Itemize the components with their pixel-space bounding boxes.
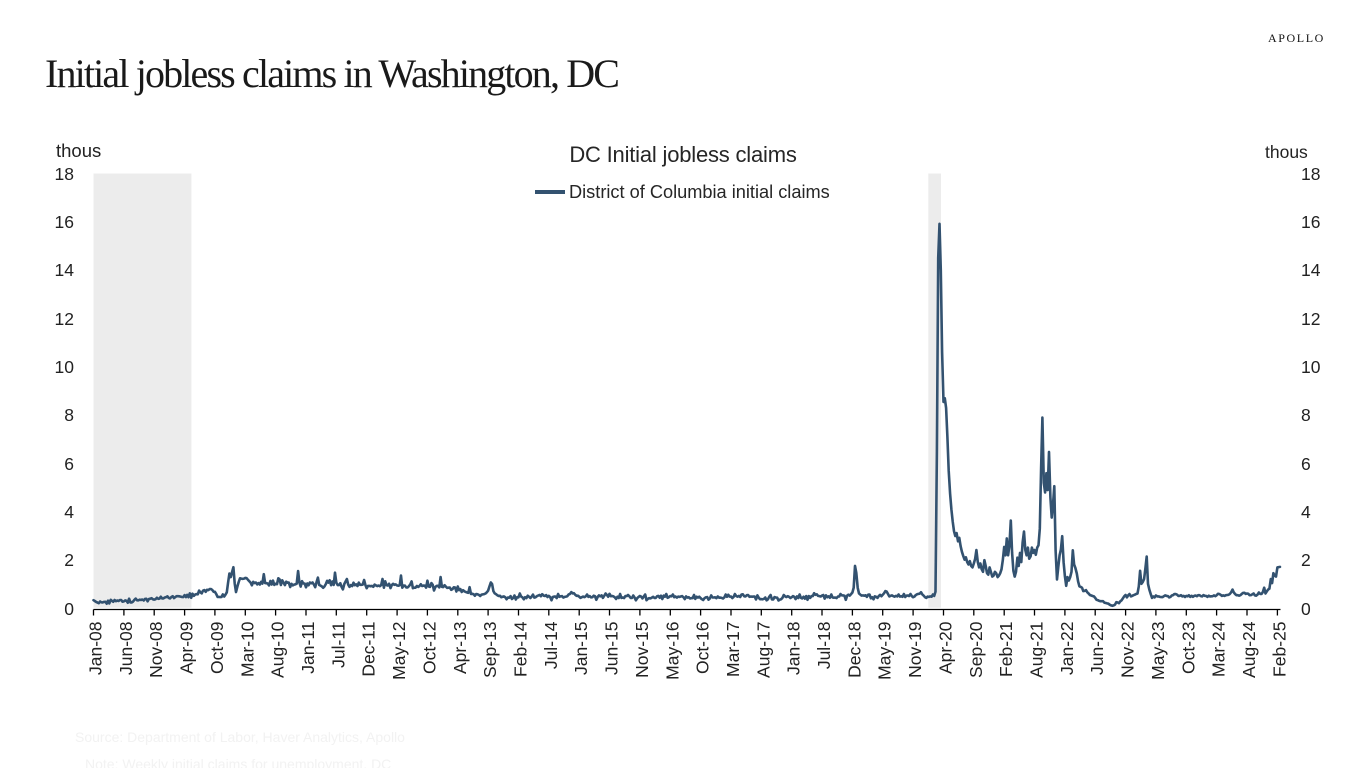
svg-text:Oct-09: Oct-09 bbox=[207, 622, 227, 675]
svg-text:Nov-08: Nov-08 bbox=[146, 622, 166, 678]
svg-text:Jun-15: Jun-15 bbox=[602, 622, 622, 676]
svg-text:Oct-23: Oct-23 bbox=[1178, 622, 1198, 675]
svg-text:Mar-17: Mar-17 bbox=[723, 622, 743, 677]
svg-text:May-12: May-12 bbox=[389, 622, 409, 680]
svg-text:Jan-18: Jan-18 bbox=[784, 622, 804, 676]
svg-text:Oct-12: Oct-12 bbox=[419, 622, 439, 675]
svg-text:Jan-11: Jan-11 bbox=[298, 622, 318, 674]
svg-text:Feb-25: Feb-25 bbox=[1269, 622, 1289, 677]
svg-text:Jun-22: Jun-22 bbox=[1087, 622, 1107, 676]
svg-text:Jan-15: Jan-15 bbox=[571, 622, 591, 676]
svg-text:Aug-17: Aug-17 bbox=[753, 622, 773, 678]
svg-text:Nov-22: Nov-22 bbox=[1118, 622, 1138, 678]
svg-text:Jul-14: Jul-14 bbox=[541, 621, 561, 669]
svg-text:Mar-24: Mar-24 bbox=[1209, 621, 1229, 677]
svg-text:Jul-18: Jul-18 bbox=[814, 622, 834, 670]
svg-text:Jun-08: Jun-08 bbox=[116, 622, 136, 676]
svg-text:Oct-16: Oct-16 bbox=[693, 622, 713, 675]
svg-text:Aug-24: Aug-24 bbox=[1239, 621, 1259, 678]
svg-text:Feb-14: Feb-14 bbox=[511, 621, 531, 677]
svg-text:Jan-08: Jan-08 bbox=[86, 622, 106, 676]
svg-text:Dec-11: Dec-11 bbox=[359, 622, 379, 677]
svg-text:Apr-09: Apr-09 bbox=[177, 622, 197, 675]
svg-text:Feb-21: Feb-21 bbox=[996, 621, 1016, 676]
svg-text:May-23: May-23 bbox=[1148, 622, 1168, 680]
svg-text:Dec-18: Dec-18 bbox=[844, 622, 864, 678]
svg-text:Nov-19: Nov-19 bbox=[905, 622, 925, 678]
svg-text:Jul-11: Jul-11 bbox=[328, 622, 348, 668]
svg-text:Sep-13: Sep-13 bbox=[480, 622, 500, 678]
svg-text:Sep-20: Sep-20 bbox=[966, 621, 986, 678]
svg-text:Apr-13: Apr-13 bbox=[450, 622, 470, 675]
svg-text:Mar-10: Mar-10 bbox=[237, 621, 257, 677]
svg-text:Aug-21: Aug-21 bbox=[1027, 622, 1047, 678]
svg-text:May-19: May-19 bbox=[875, 622, 895, 680]
svg-text:May-16: May-16 bbox=[662, 622, 682, 680]
svg-text:Apr-20: Apr-20 bbox=[936, 621, 956, 674]
svg-text:Aug-10: Aug-10 bbox=[268, 621, 288, 678]
svg-text:Jan-22: Jan-22 bbox=[1057, 622, 1077, 676]
svg-text:Nov-15: Nov-15 bbox=[632, 622, 652, 678]
